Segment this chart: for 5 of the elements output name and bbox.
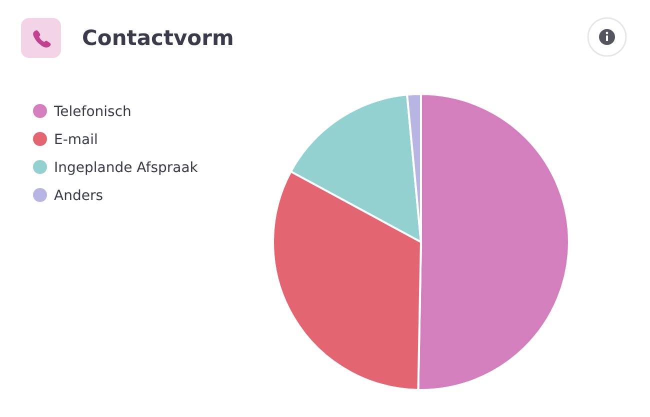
legend-label: Anders [54,188,103,204]
chart-title: Contactvorm [82,26,234,50]
legend-label: E-mail [54,132,98,148]
legend-label: Ingeplande Afspraak [54,160,199,176]
legend-label: Telefonisch [53,104,132,120]
